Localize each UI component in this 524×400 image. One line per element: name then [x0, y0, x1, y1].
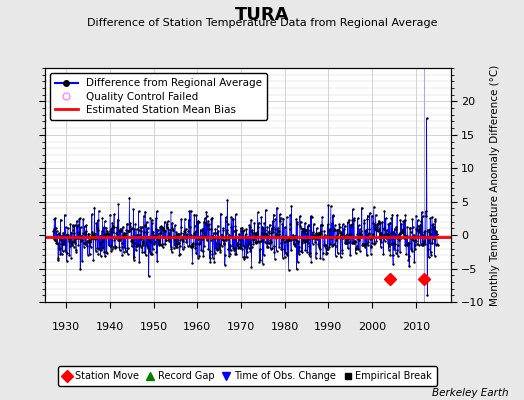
Y-axis label: Monthly Temperature Anomaly Difference (°C): Monthly Temperature Anomaly Difference (… [490, 64, 500, 306]
Text: 2000: 2000 [358, 322, 386, 332]
Text: Berkeley Earth: Berkeley Earth [432, 388, 508, 398]
Text: Difference of Station Temperature Data from Regional Average: Difference of Station Temperature Data f… [87, 18, 437, 28]
Text: 1960: 1960 [183, 322, 212, 332]
Text: 1940: 1940 [96, 322, 124, 332]
Text: TURA: TURA [235, 6, 289, 24]
Text: 1930: 1930 [52, 322, 81, 332]
Text: 1970: 1970 [227, 322, 255, 332]
Legend: Station Move, Record Gap, Time of Obs. Change, Empirical Break: Station Move, Record Gap, Time of Obs. C… [58, 366, 437, 386]
Text: 2010: 2010 [401, 322, 430, 332]
Text: 1990: 1990 [314, 322, 343, 332]
Text: 1950: 1950 [139, 322, 168, 332]
Text: 1980: 1980 [270, 322, 299, 332]
